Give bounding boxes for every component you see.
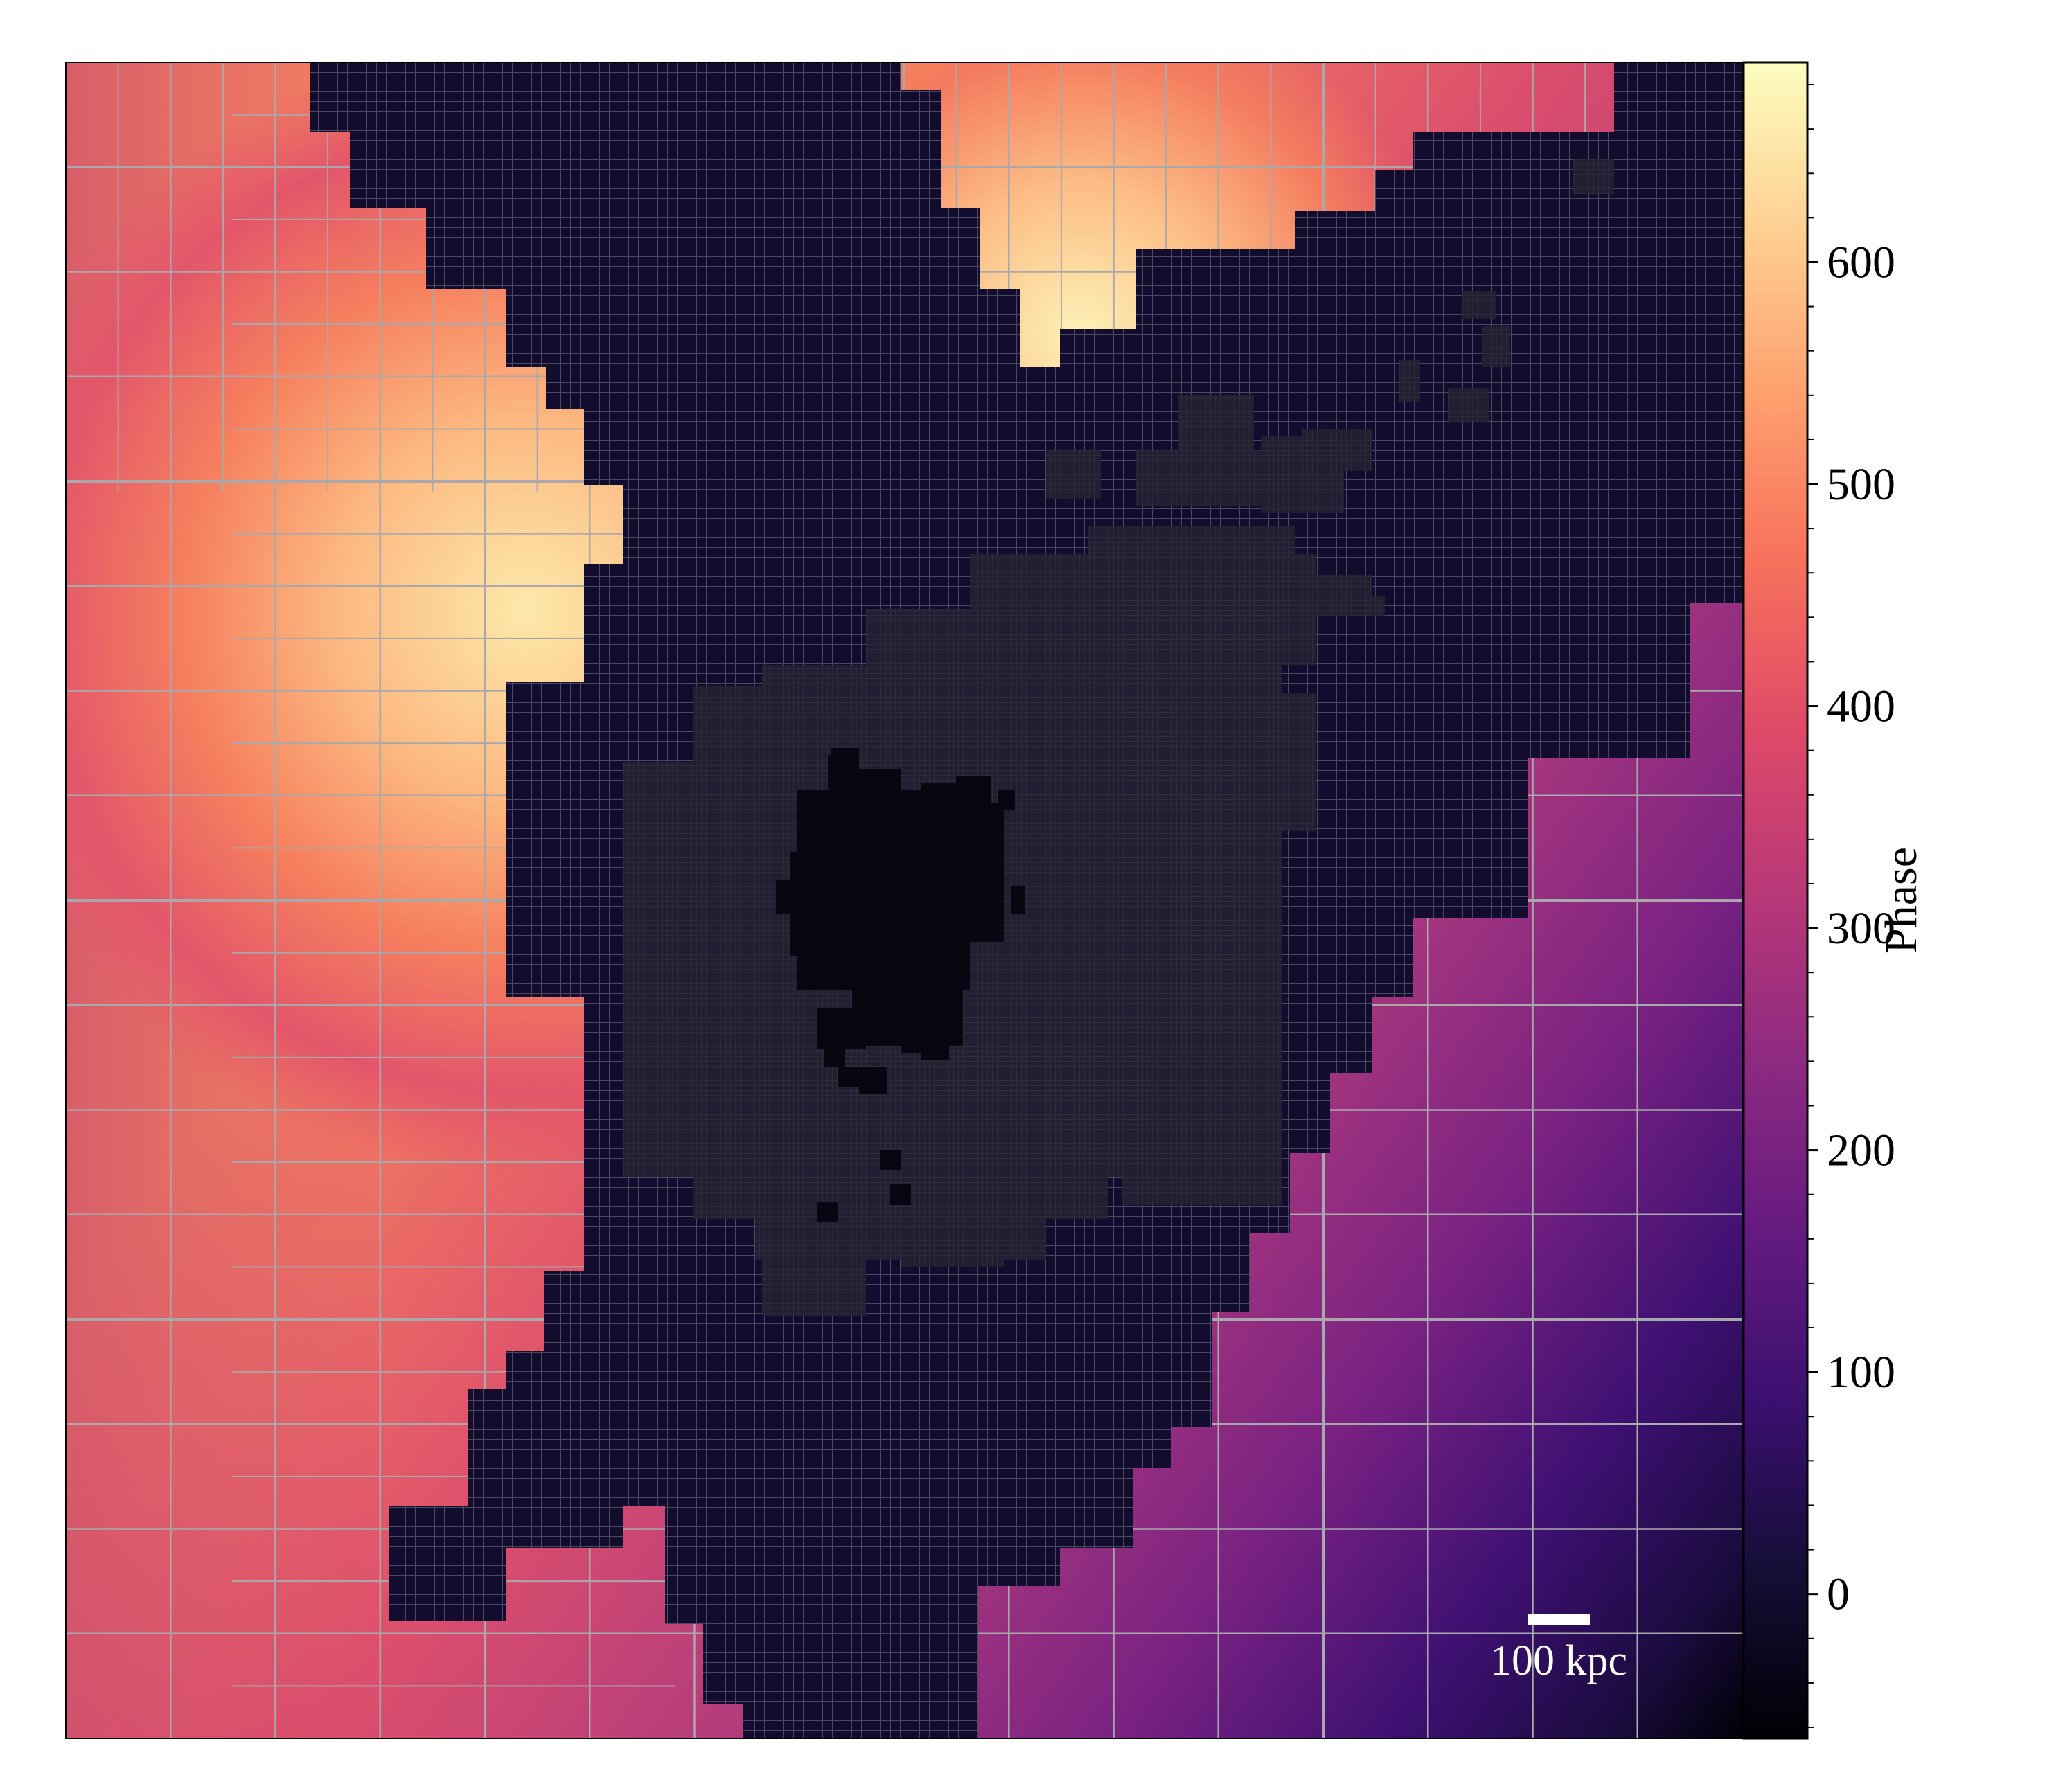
refined-blob-grid <box>762 665 970 706</box>
refined-blob-grid <box>651 803 707 1011</box>
scale-bar-line <box>1528 1614 1590 1625</box>
core-cell <box>970 852 998 893</box>
core-cell <box>831 748 859 769</box>
colorbar-tick-label: 500 <box>1827 459 1895 510</box>
colorbar-tick-label: 0 <box>1827 1569 1850 1620</box>
core-cell <box>998 790 1015 810</box>
refined-blob-grid <box>1046 450 1101 499</box>
colorbar-major-ticks: 0 100 200 300 400 500 600 <box>1807 237 1895 1620</box>
core-cell <box>1011 886 1025 914</box>
colorbar-tick-label: 200 <box>1827 1125 1895 1176</box>
refined-blob-grid <box>1178 395 1254 450</box>
refined-blob-grid <box>1178 762 1261 1039</box>
core-cell <box>880 1150 901 1170</box>
core-cell <box>776 880 804 914</box>
colorbar: 0 100 200 300 400 500 600 Phase <box>1742 61 1927 1740</box>
core-cell <box>991 928 1004 942</box>
phase-slice-image: 100 kpc <box>66 62 1742 1738</box>
refined-blob-grid <box>1039 1080 1143 1164</box>
refined-blob-grid <box>1462 291 1496 319</box>
core-cell <box>956 776 991 803</box>
core-region <box>776 748 1025 1222</box>
core-cell <box>824 1039 845 1067</box>
refined-halo-region <box>310 62 1742 1738</box>
core-cell <box>890 1184 911 1205</box>
refined-blob-grid <box>901 1226 1004 1267</box>
core-cell <box>838 1067 859 1087</box>
refined-blob-grid <box>1302 429 1372 471</box>
core-cell <box>817 1202 838 1222</box>
core-cell <box>859 1067 887 1094</box>
refined-blob-grid <box>1115 637 1157 706</box>
refined-blob-grid <box>1482 326 1510 367</box>
colorbar-tick-label: 600 <box>1827 237 1895 287</box>
colorbar-tick-label: 400 <box>1827 681 1895 732</box>
refined-blob-grid <box>942 997 1150 1094</box>
colorbar-minor-ticks <box>1807 84 1814 1728</box>
refined-blob-grid <box>1351 596 1385 616</box>
colorbar-tick-label: 100 <box>1827 1347 1895 1398</box>
scale-bar: 100 kpc <box>1490 1614 1627 1684</box>
scale-bar-label: 100 kpc <box>1490 1637 1627 1684</box>
refined-blob-grid <box>1399 360 1420 402</box>
colorbar-gradient <box>1742 61 1809 1740</box>
refined-blob-grid <box>1448 388 1489 422</box>
refined-blob-grid <box>1573 159 1614 194</box>
colorbar-label: Phase <box>1876 847 1927 954</box>
refined-blob-grid <box>762 1260 866 1316</box>
plot-frame <box>65 62 1743 1739</box>
colorbar-tick-label: 300 <box>1827 903 1895 954</box>
refined-blob-grid <box>1261 693 1316 831</box>
core-cell <box>911 1032 932 1053</box>
